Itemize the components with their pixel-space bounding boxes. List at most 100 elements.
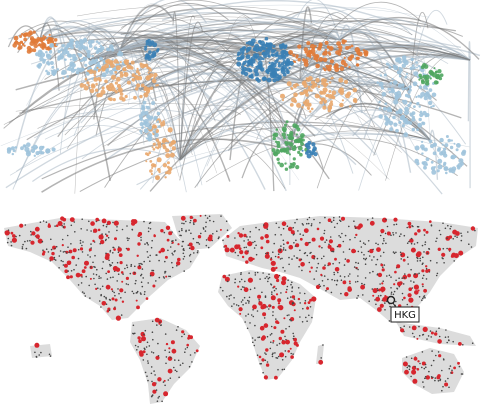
airport — [249, 288, 252, 291]
airport — [425, 81, 430, 86]
airport — [320, 97, 326, 102]
airport — [418, 296, 421, 298]
airport — [41, 240, 44, 243]
route — [429, 129, 439, 180]
airport — [410, 237, 413, 240]
airport — [116, 61, 120, 64]
airport — [96, 268, 98, 271]
airport — [441, 389, 443, 392]
airport — [101, 301, 107, 306]
airport — [89, 256, 91, 258]
airport — [406, 226, 409, 229]
airport — [434, 332, 438, 336]
airport — [122, 273, 124, 275]
airport — [408, 91, 411, 94]
airport — [164, 139, 168, 142]
airport — [367, 219, 369, 221]
airport — [256, 354, 259, 357]
airport — [126, 264, 128, 267]
airport — [372, 288, 378, 294]
airport — [258, 228, 261, 231]
airport — [137, 75, 143, 81]
airport — [275, 293, 279, 296]
airport — [401, 99, 405, 103]
route — [64, 39, 121, 118]
airport — [217, 237, 220, 240]
airport — [198, 243, 201, 245]
airport — [342, 280, 347, 285]
airport — [10, 231, 14, 235]
airport — [88, 60, 94, 66]
airport — [322, 105, 327, 110]
airport — [421, 152, 424, 155]
airport — [166, 170, 172, 175]
airport — [237, 254, 239, 257]
airport — [369, 220, 375, 226]
airport — [424, 241, 427, 243]
airport — [384, 232, 387, 235]
airport — [447, 138, 452, 143]
airport — [47, 251, 50, 253]
airport — [377, 243, 379, 246]
airport — [140, 274, 142, 277]
airport — [61, 72, 64, 75]
airport — [112, 276, 114, 279]
airport — [243, 287, 249, 293]
airport — [284, 335, 286, 338]
airport — [264, 359, 267, 362]
airport — [222, 274, 227, 279]
airport — [306, 153, 312, 159]
airport — [343, 276, 346, 278]
airport — [299, 302, 302, 304]
airport — [340, 292, 342, 295]
airport — [338, 77, 344, 83]
airport — [143, 333, 145, 336]
airport — [73, 221, 76, 223]
airport — [67, 246, 69, 248]
airport — [424, 375, 427, 378]
airport — [239, 312, 242, 315]
airport — [99, 288, 102, 290]
airport — [178, 376, 180, 379]
airport — [49, 43, 55, 48]
airport — [144, 48, 147, 51]
airport — [177, 359, 180, 362]
airport — [146, 66, 150, 70]
airport — [164, 176, 167, 179]
airport — [234, 278, 237, 281]
airport — [269, 334, 272, 336]
airport — [245, 50, 249, 54]
airport — [240, 301, 243, 303]
airport — [456, 236, 458, 238]
airport — [437, 351, 440, 353]
airport — [127, 239, 129, 242]
airport — [313, 255, 316, 258]
airport — [95, 40, 99, 43]
airport — [295, 165, 300, 170]
airport — [422, 381, 424, 383]
airport — [134, 344, 137, 347]
airport — [88, 284, 90, 287]
airport — [105, 284, 111, 290]
airport — [32, 48, 37, 53]
airport — [387, 87, 391, 91]
airport — [299, 91, 303, 96]
airport — [136, 83, 141, 88]
airport — [318, 57, 324, 62]
airport — [114, 298, 118, 302]
airport — [41, 151, 45, 155]
airport — [106, 220, 111, 225]
airport — [167, 356, 173, 361]
route — [141, 83, 411, 136]
airport — [136, 67, 139, 70]
airport — [297, 44, 302, 49]
airport — [229, 247, 235, 253]
airport — [421, 351, 424, 353]
airport — [389, 305, 391, 308]
airport — [129, 272, 132, 275]
airport — [294, 245, 297, 247]
airport — [70, 243, 72, 245]
airport — [327, 108, 331, 113]
airport — [460, 239, 463, 242]
airport — [285, 58, 291, 63]
